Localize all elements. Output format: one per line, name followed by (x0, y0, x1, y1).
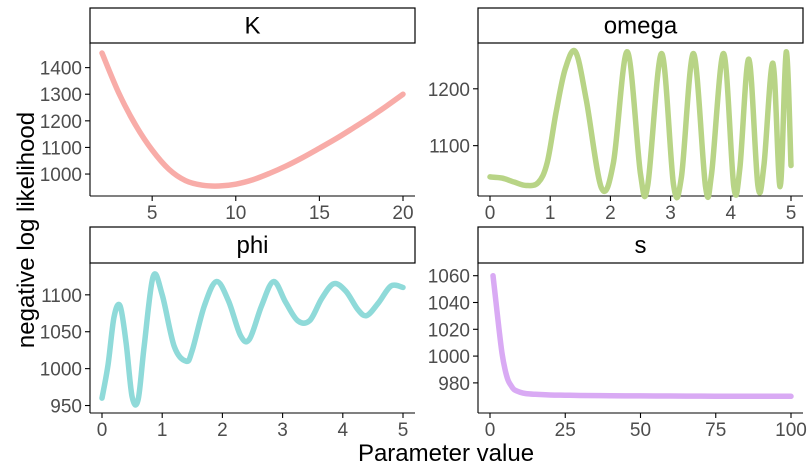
strip-title-omega: omega (604, 13, 678, 40)
x-tick-label-phi: 2 (217, 420, 228, 441)
x-tick-label-s: 0 (485, 420, 496, 441)
x-tick-label-s: 75 (705, 420, 726, 441)
x-tick-label-s: 25 (555, 420, 576, 441)
panel-k: K 5 10 15 20 1000 1100 1200 1300 1400 (40, 7, 416, 224)
y-axis-title: negative log likelihood (13, 112, 40, 348)
y-tick-label-phi: 1100 (41, 286, 82, 307)
x-tick-label-k: 5 (147, 203, 158, 224)
x-tick-label-omega: 1 (545, 203, 556, 224)
strip-title-s: s (635, 232, 647, 259)
y-tick-label-omega: 1200 (428, 80, 470, 101)
x-tick-label-omega: 5 (786, 203, 797, 224)
y-tick-label-phi: 1000 (40, 360, 82, 381)
series-line-k (99, 50, 406, 189)
y-tick-label-k: 1100 (41, 138, 82, 159)
y-tick-label-s: 1040 (428, 293, 470, 314)
series-line-s (490, 272, 794, 400)
panel-omega: omega 0 1 2 3 4 5 1100 1200 (428, 7, 804, 224)
panel-s: s 0 25 50 75 100 980 1000 1020 1040 1060 (428, 226, 807, 441)
series-line-omega (487, 47, 794, 201)
y-tick-label-k: 1400 (40, 59, 82, 80)
x-tick-label-phi: 1 (157, 420, 168, 441)
x-tick-label-s: 100 (775, 420, 807, 441)
strip-title-k: K (244, 13, 260, 40)
panel-phi: phi 0 1 2 3 4 5 950 1000 1050 1100 (40, 226, 416, 441)
x-tick-label-omega: 4 (726, 203, 737, 224)
y-tick-label-k: 1200 (40, 112, 82, 133)
y-tick-label-s: 1020 (428, 320, 470, 341)
y-tick-label-k: 1300 (40, 85, 82, 106)
strip-k (89, 7, 416, 44)
series-line-phi (99, 271, 406, 408)
y-tick-label-phi: 1050 (40, 323, 82, 344)
x-tick-label-k: 10 (225, 203, 246, 224)
y-tick-label-phi: 950 (50, 397, 82, 418)
y-tick-label-s: 1060 (428, 267, 470, 288)
strip-title-phi: phi (236, 232, 268, 259)
x-tick-label-k: 20 (392, 203, 413, 224)
y-tick-label-k: 1000 (40, 165, 82, 186)
x-tick-label-omega: 3 (665, 203, 676, 224)
x-tick-label-omega: 2 (605, 203, 616, 224)
x-tick-label-phi: 3 (277, 420, 288, 441)
x-axis-title: Parameter value (358, 440, 534, 467)
x-tick-label-phi: 0 (97, 420, 108, 441)
strip-s (477, 226, 804, 264)
x-tick-label-omega: 0 (485, 203, 496, 224)
y-tick-label-omega: 1100 (429, 137, 470, 158)
strip-phi (89, 226, 416, 264)
strip-omega (477, 7, 804, 44)
x-tick-label-phi: 5 (398, 420, 409, 441)
x-tick-label-s: 50 (630, 420, 651, 441)
y-tick-label-s: 980 (438, 374, 470, 395)
x-tick-label-k: 15 (309, 203, 330, 224)
x-tick-label-phi: 4 (338, 420, 349, 441)
y-tick-label-s: 1000 (428, 347, 470, 368)
